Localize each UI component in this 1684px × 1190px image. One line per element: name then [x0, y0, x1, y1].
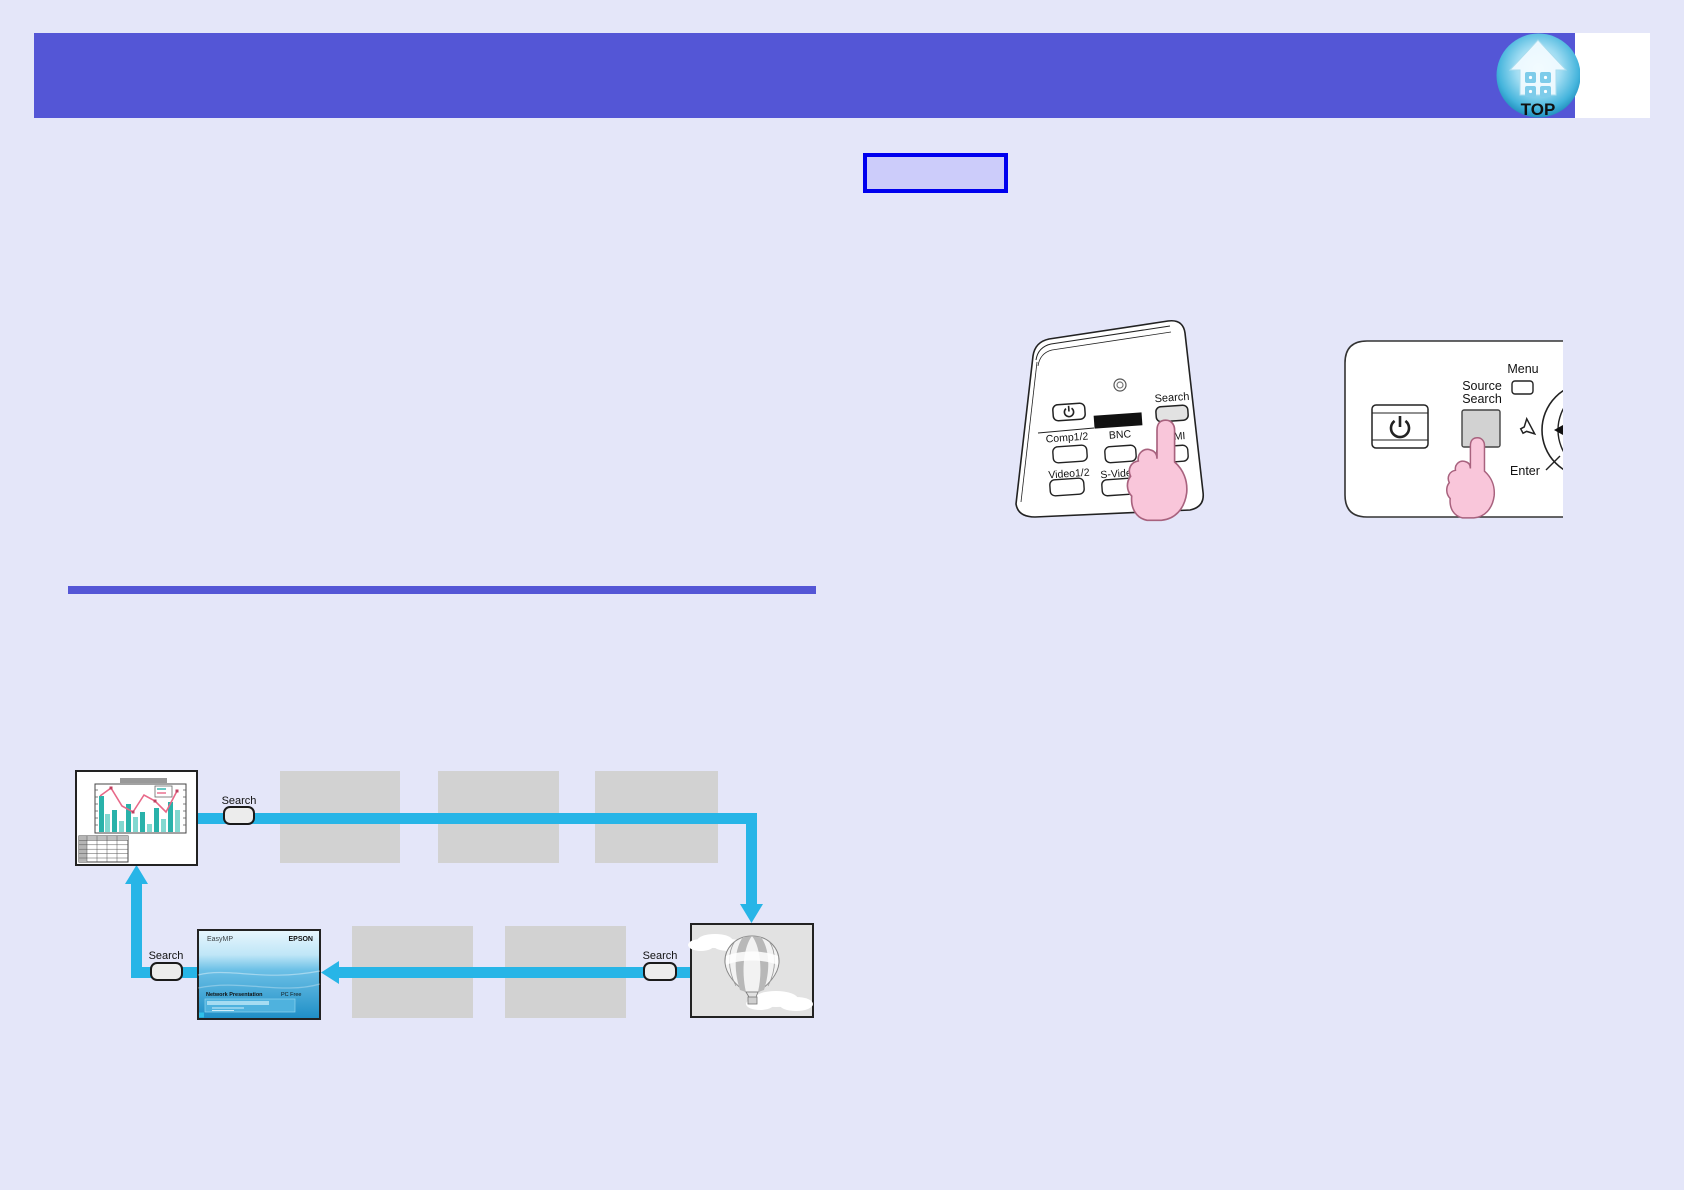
- bnc-label: BNC: [1109, 428, 1132, 442]
- source-search-label-2: Search: [1462, 392, 1502, 406]
- panel-body: [1344, 340, 1563, 518]
- easymp-screen-image: EasyMP EPSON Network Presentation PC Fre…: [197, 929, 321, 1020]
- remote-top-contour-1: [1035, 325, 1171, 361]
- remote-power-button: [1052, 402, 1086, 422]
- pc-free-label: PC Free: [281, 992, 301, 998]
- diagram-search-button-3: [150, 962, 183, 981]
- menu-button: [1511, 380, 1534, 395]
- power-icon: [1389, 416, 1411, 439]
- remote-side-contour: [1020, 361, 1038, 503]
- bnc-button: [1104, 444, 1137, 464]
- comp-button: [1052, 444, 1088, 464]
- procedure-note-box: [863, 153, 1008, 193]
- top-button-label: TOP: [1521, 100, 1556, 119]
- remote-top-contour-2: [1037, 331, 1172, 367]
- arrowhead-down-icon: [740, 904, 763, 923]
- header-bar: [34, 33, 1575, 118]
- source-search-cycle-diagram: Search Search Search EasyMP EPSON Networ…: [75, 770, 814, 1020]
- enter-pointer-line: [1545, 455, 1561, 471]
- chart-bars: [99, 796, 180, 832]
- diagram-search-label-3: Search: [149, 950, 184, 962]
- easymp-title: EasyMP: [207, 936, 233, 943]
- keypad-separator-line: [1037, 427, 1095, 434]
- arrowhead-up-icon: [125, 865, 148, 884]
- source-banner: Source: [1093, 412, 1143, 429]
- enter-label: Enter: [1510, 464, 1540, 478]
- left-arrow-icon: [1554, 425, 1563, 435]
- led-indicator-icon: [1113, 378, 1127, 392]
- svg-text:Source: Source: [1101, 414, 1135, 428]
- enter-pad: [1541, 389, 1563, 471]
- hot-air-balloon: [724, 935, 780, 1005]
- diagram-search-button-1: [223, 806, 255, 825]
- top-home-button[interactable]: TOP: [1496, 31, 1580, 119]
- comp-label: Comp1/2: [1045, 431, 1088, 446]
- chart-line: [99, 786, 179, 814]
- menu-label: Menu: [1507, 362, 1538, 376]
- chart-ticks: [95, 789, 186, 826]
- panel-power-button: [1371, 404, 1429, 449]
- network-presentation-label: Network Presentation: [206, 992, 263, 998]
- speaker-icon: [1519, 416, 1537, 436]
- power-icon: [1063, 405, 1075, 418]
- source-search-label-1: Source: [1462, 379, 1502, 393]
- chart-legend: [154, 785, 173, 798]
- diagram-search-label-2: Search: [643, 950, 678, 962]
- clouds: [688, 934, 813, 1011]
- arrowhead-left-icon: [321, 961, 339, 984]
- remote-search-button: [1155, 404, 1189, 423]
- arrow-top-right: [197, 813, 757, 904]
- home-icon: [1508, 39, 1568, 97]
- balloon-photo-image: [688, 923, 814, 1018]
- arrow-heads: [125, 865, 763, 984]
- control-panel-illustration: Source Search Menu Enter: [1344, 340, 1563, 519]
- diagram-search-button-2: [643, 962, 677, 981]
- section-divider: [68, 586, 816, 594]
- spreadsheet-table: [78, 835, 129, 863]
- remote-search-label: Search: [1154, 391, 1190, 405]
- header-page-corner: [1575, 33, 1650, 118]
- remote-control-illustration: Search Source Comp1/2 BNC HDMI Video1/2 …: [1015, 319, 1205, 522]
- computer-screen-image: [75, 770, 198, 866]
- epson-logo-text: EPSON: [288, 936, 313, 943]
- video-button: [1049, 477, 1085, 497]
- diagram-search-label-1: Search: [222, 795, 257, 807]
